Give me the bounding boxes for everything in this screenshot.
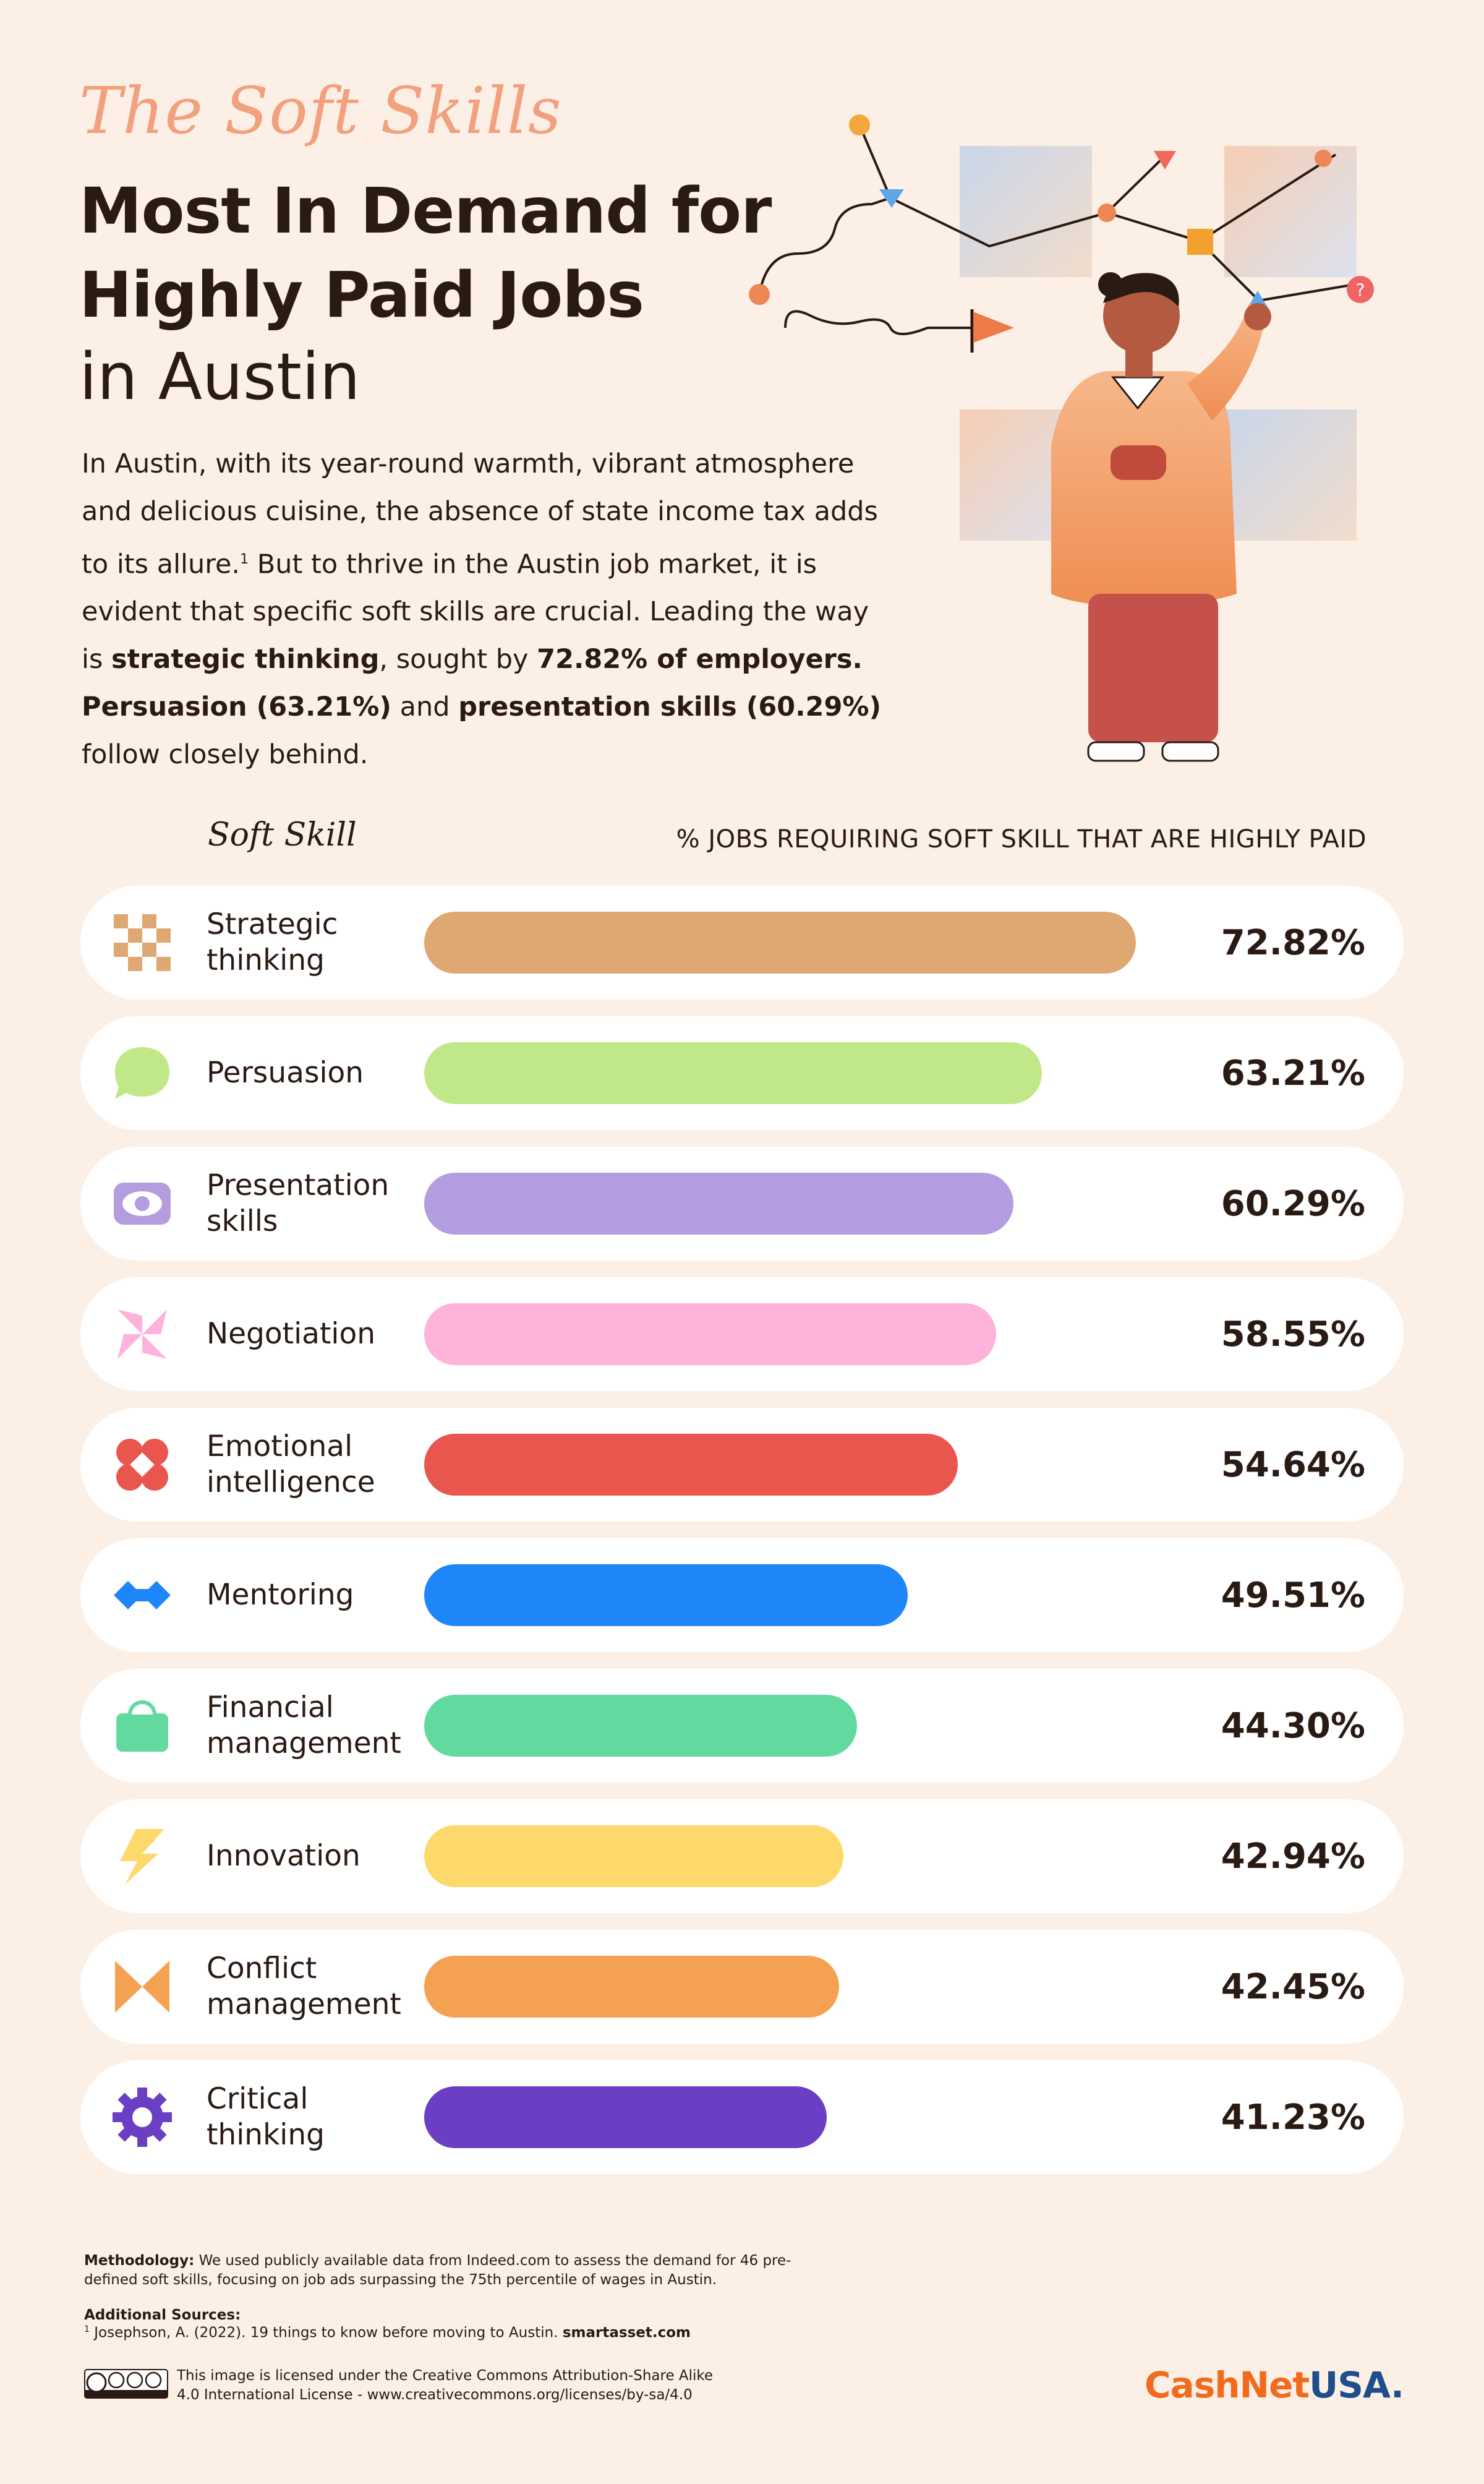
chart-row: Conflict management 42.45% bbox=[80, 1930, 1404, 2044]
bar-label: Persuasion bbox=[207, 1016, 417, 1130]
chart-row: Financial management 44.30% bbox=[80, 1669, 1404, 1783]
bar-label: Presentation skills bbox=[207, 1147, 417, 1261]
chart-row: Critical thinking 41.23% bbox=[80, 2060, 1404, 2174]
eye-icon bbox=[114, 1183, 171, 1225]
chart-row: Persuasion 63.21% bbox=[80, 1016, 1404, 1130]
page-title-line-2: Highly Paid Jobs bbox=[79, 259, 644, 332]
bar-label-line: Mentoring bbox=[207, 1578, 354, 1612]
infinity-diamond-icon bbox=[114, 1581, 171, 1609]
brand-logo: CashNetUSA. bbox=[1145, 2364, 1404, 2406]
bar-value-label: 41.23% bbox=[1221, 2097, 1365, 2138]
bar-label-line: Persuasion bbox=[207, 1056, 364, 1090]
bar bbox=[424, 1173, 1013, 1235]
bar-label: Emotional intelligence bbox=[207, 1408, 417, 1522]
script-title: The Soft Skills bbox=[79, 73, 562, 148]
bar bbox=[424, 1434, 958, 1496]
bar-label: Strategic thinking bbox=[207, 886, 417, 1000]
clover-heart-icon bbox=[116, 1439, 168, 1491]
creative-commons-badge-icon bbox=[84, 2369, 168, 2399]
wallet-icon bbox=[116, 1700, 168, 1752]
bar-label-line: Presentation bbox=[207, 1168, 390, 1202]
bar-label-line: Financial bbox=[207, 1690, 334, 1724]
bar bbox=[424, 1303, 997, 1365]
pinwheel-icon bbox=[117, 1309, 167, 1359]
bar-value-label: 42.94% bbox=[1221, 1836, 1365, 1877]
bar-value-label: 60.29% bbox=[1221, 1183, 1365, 1224]
bar-label-line: management bbox=[207, 1987, 401, 2021]
chart-row: Presentation skills 60.29% bbox=[80, 1147, 1404, 1261]
column-header-skill: Soft Skill bbox=[208, 816, 357, 854]
sources-text: 1 Josephson, A. (2022). 19 things to kno… bbox=[84, 2324, 691, 2341]
bar-label: Financial management bbox=[207, 1669, 417, 1783]
page-title-line-3: in Austin bbox=[79, 339, 360, 414]
bar-label-line: management bbox=[207, 1726, 401, 1760]
sources-title: Additional Sources: bbox=[84, 2307, 241, 2323]
bar-label-line: Strategic bbox=[207, 907, 338, 941]
bar bbox=[424, 1695, 857, 1757]
intro-paragraph: In Austin, with its year-round warmth, v… bbox=[82, 448, 882, 771]
lightning-icon bbox=[120, 1829, 164, 1885]
chart-row: Strategic thinking 72.82% bbox=[80, 886, 1404, 1000]
bar-label: Mentoring bbox=[207, 1538, 417, 1652]
bar-label: Negotiation bbox=[207, 1277, 417, 1391]
bar bbox=[424, 1042, 1042, 1104]
bar-label: Critical thinking bbox=[207, 2060, 417, 2174]
gear-icon bbox=[113, 2088, 172, 2147]
bar-label-line: intelligence bbox=[207, 1465, 375, 1499]
column-header-metric: % JOBS REQUIRING SOFT SKILL THAT ARE HIG… bbox=[676, 825, 1367, 854]
bar-value-label: 54.64% bbox=[1221, 1444, 1365, 1485]
methodology-note: Methodology: We used publicly available … bbox=[84, 2253, 791, 2288]
bowtie-icon bbox=[115, 1961, 169, 2013]
bar-label-line: Conflict bbox=[207, 1951, 317, 1985]
bar-value-label: 72.82% bbox=[1221, 922, 1365, 963]
license-note: This image is licensed under the Creativ… bbox=[177, 2368, 714, 2403]
bar bbox=[424, 1564, 908, 1626]
page-title-line-1: Most In Demand for bbox=[79, 174, 772, 248]
bar-value-label: 49.51% bbox=[1221, 1575, 1365, 1616]
bar bbox=[424, 912, 1136, 974]
checker-icon bbox=[114, 914, 171, 971]
speech-bubble-icon bbox=[115, 1047, 169, 1099]
bar-label-line: thinking bbox=[207, 943, 325, 977]
person-illustration: ? bbox=[749, 114, 1374, 762]
chart-row: Innovation 42.94% bbox=[80, 1799, 1404, 1913]
bar bbox=[424, 1825, 844, 1887]
bar bbox=[424, 2086, 827, 2148]
bar-value-label: 58.55% bbox=[1221, 1314, 1365, 1355]
bar-label-line: Emotional bbox=[207, 1429, 353, 1463]
chart-row: Negotiation 58.55% bbox=[80, 1277, 1404, 1391]
bar-label-line: thinking bbox=[207, 2118, 325, 2152]
bar-label-line: Critical bbox=[207, 2082, 309, 2116]
bar-value-label: 42.45% bbox=[1221, 1966, 1365, 2007]
svg-text:?: ? bbox=[1356, 280, 1365, 300]
bar-label-line: skills bbox=[207, 1204, 278, 1238]
bar-label: Innovation bbox=[207, 1799, 417, 1913]
bar-value-label: 44.30% bbox=[1221, 1705, 1365, 1746]
bar-label-line: Innovation bbox=[207, 1839, 360, 1873]
bar-value-label: 63.21% bbox=[1221, 1053, 1365, 1094]
chart-row: Emotional intelligence 54.64% bbox=[80, 1408, 1404, 1522]
bar bbox=[424, 1956, 839, 2018]
bar-label: Conflict management bbox=[207, 1930, 417, 2044]
bar-label-line: Negotiation bbox=[207, 1317, 375, 1351]
chart-row: Mentoring 49.51% bbox=[80, 1538, 1404, 1652]
